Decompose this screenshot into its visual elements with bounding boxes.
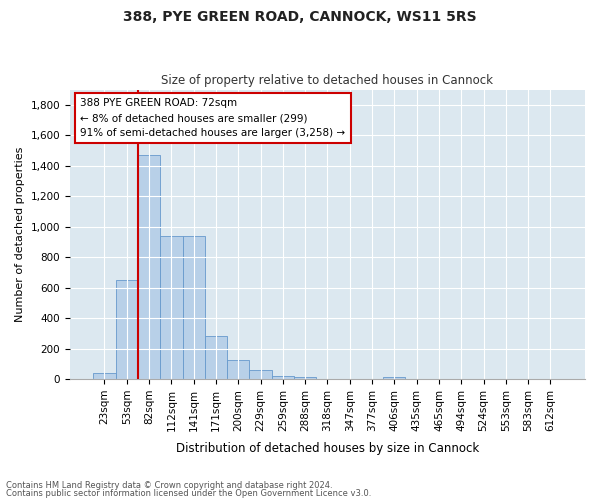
Text: 388 PYE GREEN ROAD: 72sqm
← 8% of detached houses are smaller (299)
91% of semi-: 388 PYE GREEN ROAD: 72sqm ← 8% of detach… — [80, 98, 346, 138]
Y-axis label: Number of detached properties: Number of detached properties — [15, 146, 25, 322]
Bar — [250, 370, 272, 379]
Bar — [116, 280, 138, 379]
Bar — [294, 377, 316, 379]
Bar — [94, 373, 116, 379]
X-axis label: Distribution of detached houses by size in Cannock: Distribution of detached houses by size … — [176, 442, 479, 455]
Bar — [272, 376, 294, 379]
Text: Contains public sector information licensed under the Open Government Licence v3: Contains public sector information licen… — [6, 488, 371, 498]
Bar — [383, 377, 406, 379]
Bar — [227, 360, 250, 379]
Bar — [138, 156, 160, 379]
Text: Contains HM Land Registry data © Crown copyright and database right 2024.: Contains HM Land Registry data © Crown c… — [6, 481, 332, 490]
Bar — [205, 336, 227, 379]
Text: 388, PYE GREEN ROAD, CANNOCK, WS11 5RS: 388, PYE GREEN ROAD, CANNOCK, WS11 5RS — [123, 10, 477, 24]
Title: Size of property relative to detached houses in Cannock: Size of property relative to detached ho… — [161, 74, 493, 87]
Bar — [182, 236, 205, 379]
Bar — [160, 236, 182, 379]
